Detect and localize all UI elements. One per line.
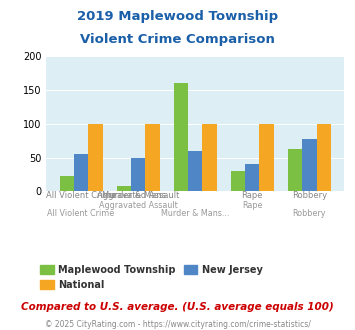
Bar — [145, 124, 160, 191]
Text: Robbery: Robbery — [293, 209, 326, 218]
Bar — [88, 124, 103, 191]
Text: Rape: Rape — [242, 201, 263, 210]
Text: Aggravated Assault: Aggravated Assault — [99, 201, 178, 210]
Text: All Violent Crime: All Violent Crime — [46, 191, 116, 200]
Text: Murder & Mans...: Murder & Mans... — [161, 209, 229, 218]
Bar — [117, 186, 131, 191]
Text: Murder & Mans...: Murder & Mans... — [102, 191, 174, 200]
Bar — [174, 83, 188, 191]
Text: Aggravated Assault: Aggravated Assault — [97, 191, 179, 200]
Bar — [202, 124, 217, 191]
Legend: Maplewood Township, National, New Jersey: Maplewood Township, National, New Jersey — [36, 261, 267, 294]
Bar — [188, 151, 202, 191]
Bar — [60, 176, 74, 191]
Bar — [131, 158, 145, 191]
Bar — [288, 149, 302, 191]
Bar — [260, 124, 274, 191]
Text: Robbery: Robbery — [292, 191, 327, 200]
Text: Compared to U.S. average. (U.S. average equals 100): Compared to U.S. average. (U.S. average … — [21, 302, 334, 312]
Text: Violent Crime Comparison: Violent Crime Comparison — [80, 33, 275, 46]
Text: 2019 Maplewood Township: 2019 Maplewood Township — [77, 10, 278, 23]
Text: Rape: Rape — [241, 191, 263, 200]
Bar — [245, 164, 260, 191]
Text: All Violent Crime: All Violent Crime — [48, 209, 115, 218]
Bar — [302, 139, 317, 191]
Bar — [74, 154, 88, 191]
Bar — [317, 124, 331, 191]
Bar — [231, 171, 245, 191]
Text: © 2025 CityRating.com - https://www.cityrating.com/crime-statistics/: © 2025 CityRating.com - https://www.city… — [45, 320, 310, 329]
